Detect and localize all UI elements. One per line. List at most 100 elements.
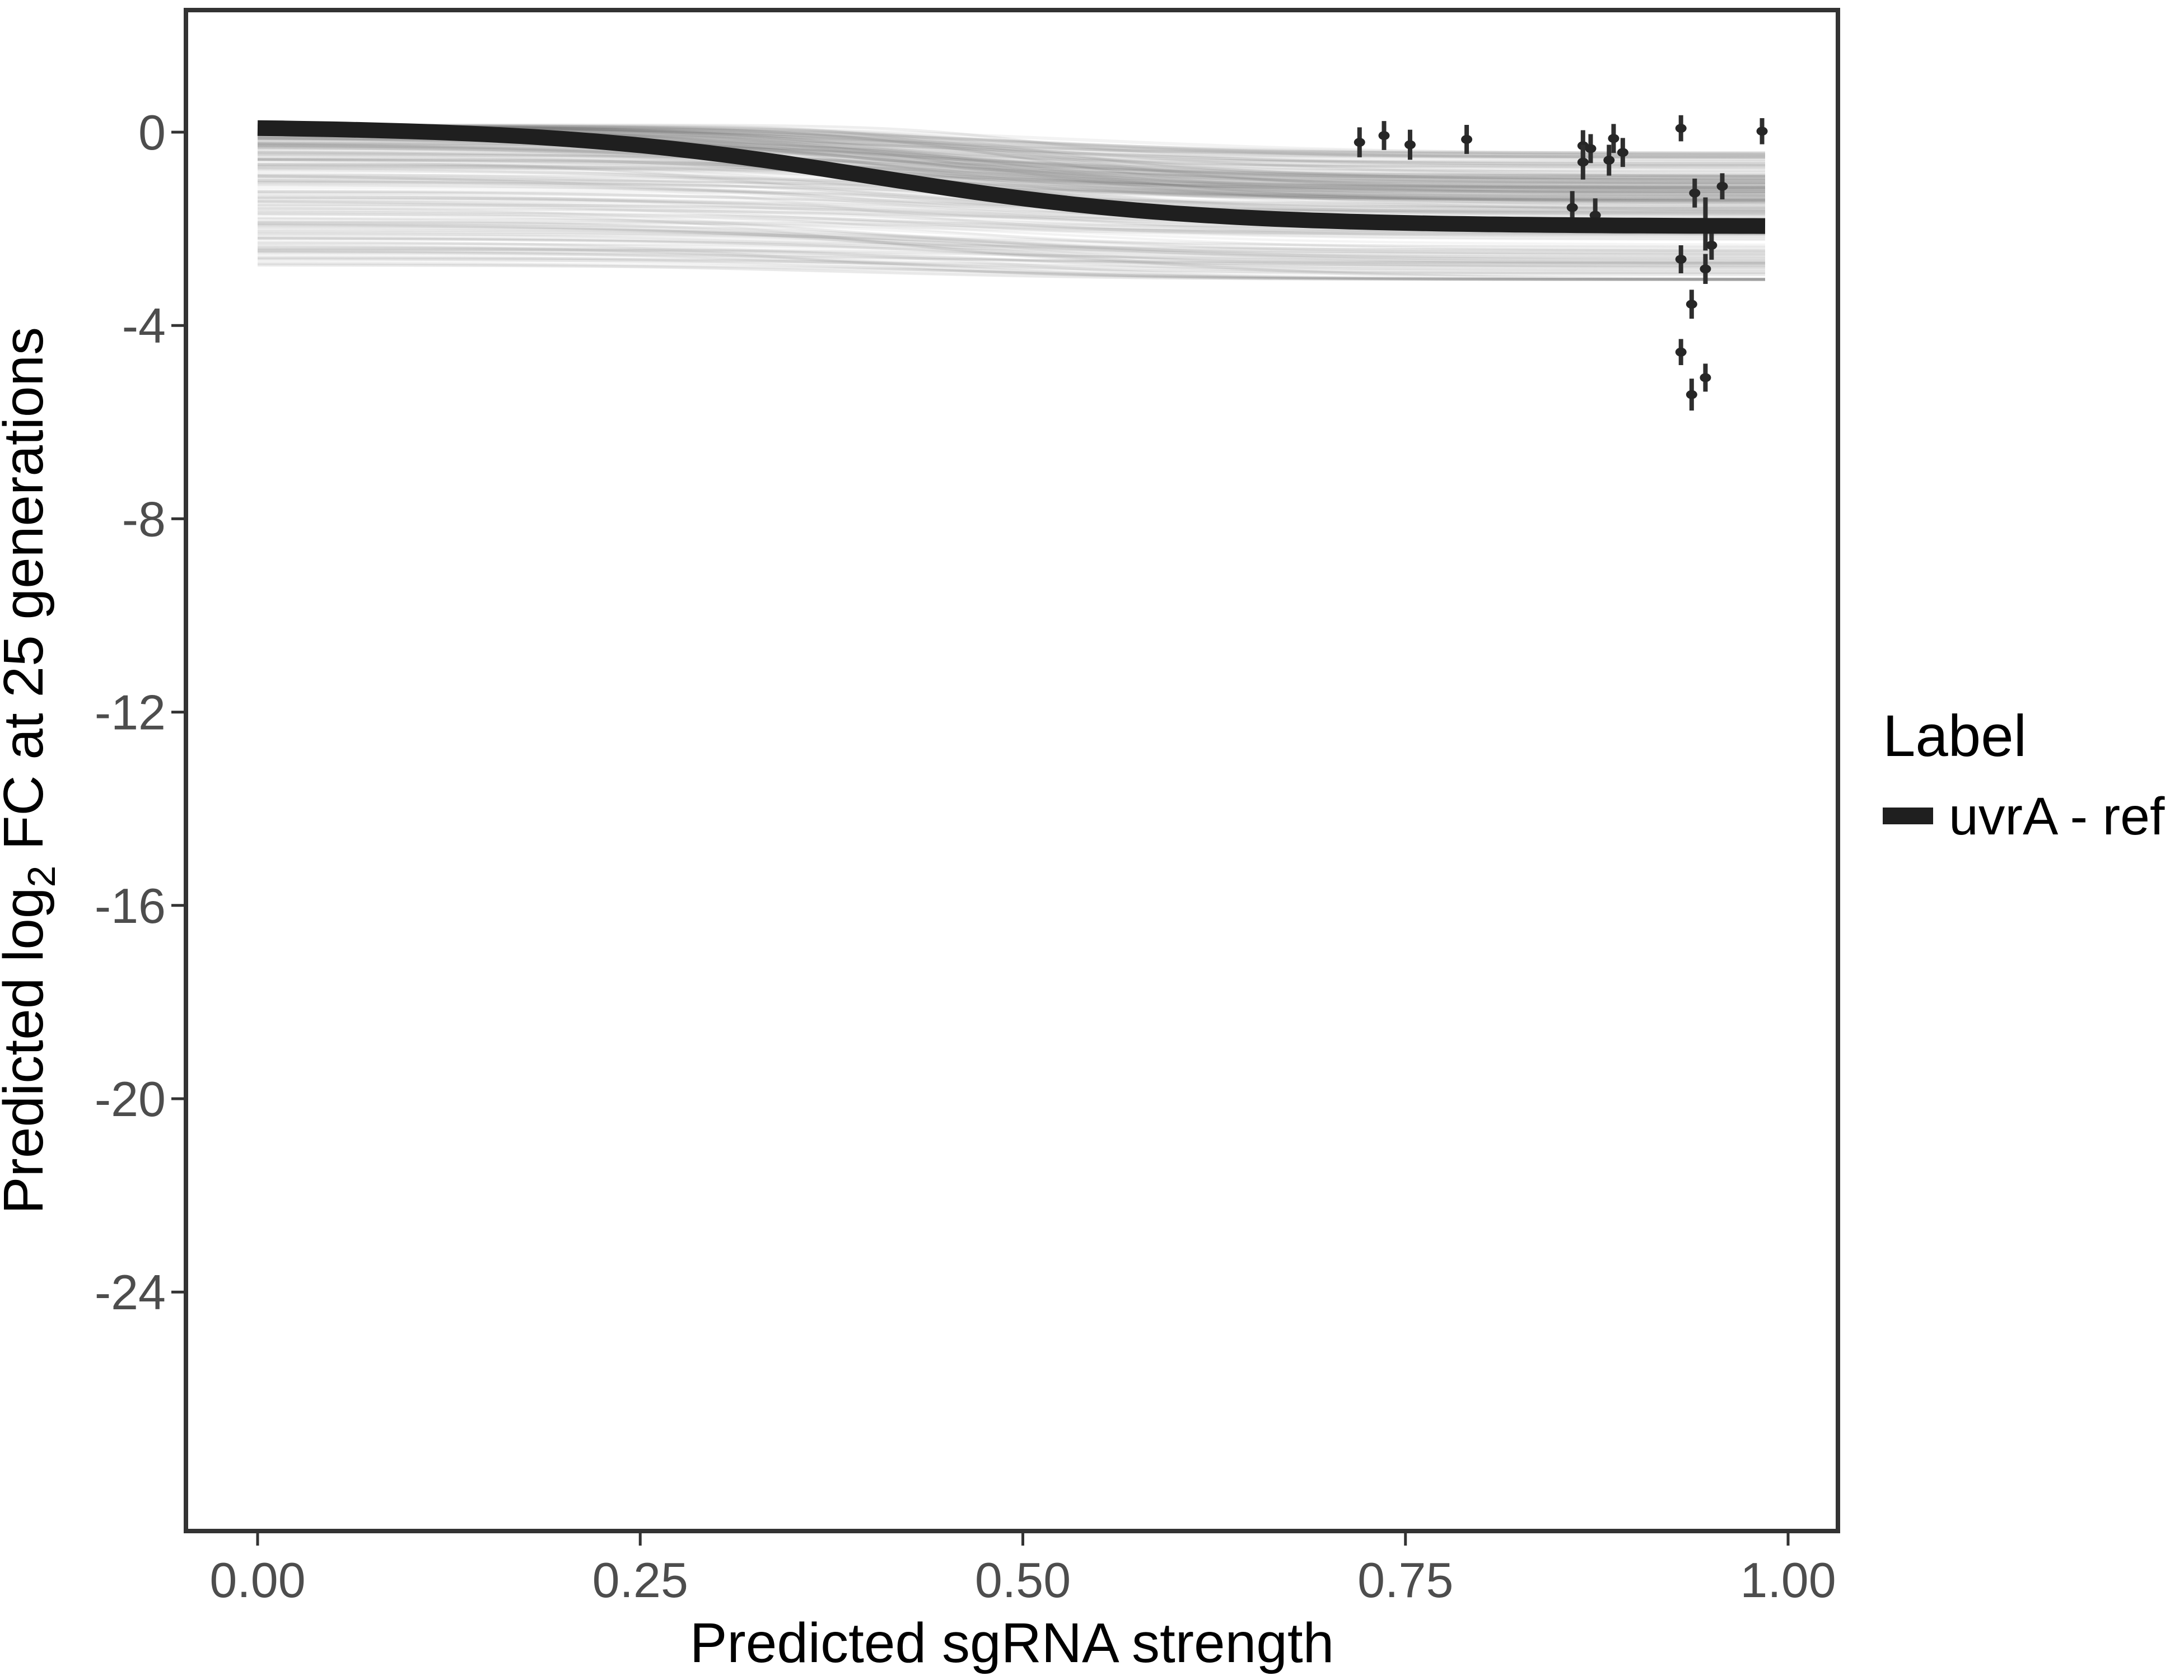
x-axis: Predicted sgRNA strength 0.00 0.25 0.50 0.7… xyxy=(209,1531,1836,1674)
posterior-draw-curve xyxy=(257,190,1765,212)
point-marker xyxy=(1577,157,1589,167)
posterior-draw-curve xyxy=(257,251,1765,272)
y-tick-label: -16 xyxy=(95,878,166,934)
y-tick-label: -4 xyxy=(122,298,166,353)
posterior-draw-curve xyxy=(257,237,1766,280)
posterior-draw-curve xyxy=(257,223,1766,262)
posterior-draw-curve xyxy=(257,232,1765,258)
posterior-draw-curve xyxy=(257,144,1765,193)
posterior-draw-curve xyxy=(258,125,1765,180)
point-marker xyxy=(1686,390,1697,399)
posterior-draw-curve xyxy=(257,158,1766,209)
posterior-draw-curve xyxy=(257,250,1765,281)
posterior-draw-curve xyxy=(257,220,1766,263)
posterior-draw-curve xyxy=(257,148,1766,180)
data-point xyxy=(1700,254,1711,284)
point-marker xyxy=(1585,144,1597,153)
posterior-draw-curve xyxy=(257,200,1766,246)
posterior-draw-curve xyxy=(257,237,1765,254)
posterior-draw-curve xyxy=(257,263,1765,281)
posterior-draw-curve xyxy=(257,158,1766,207)
point-marker xyxy=(1675,254,1687,264)
posterior-draw-curve xyxy=(257,144,1766,212)
posterior-draw-curve xyxy=(257,148,1765,181)
posterior-draw-curve xyxy=(257,158,1766,188)
uvrA-ref-curve-layer xyxy=(257,120,1766,234)
posterior-draw-curve xyxy=(257,237,1765,251)
point-marker xyxy=(1566,203,1578,212)
x-tick-label: 0.25 xyxy=(592,1552,688,1608)
posterior-draw-curve xyxy=(257,141,1765,188)
posterior-draw-curve xyxy=(257,230,1766,281)
posterior-draw-curve xyxy=(258,249,1765,269)
x-tick-label: 0.50 xyxy=(975,1552,1071,1608)
posterior-draw-curve xyxy=(257,163,1766,212)
posterior-draw-curve xyxy=(258,124,1765,190)
posterior-draw-curve xyxy=(257,124,1766,192)
posterior-draw-curve xyxy=(258,213,1765,235)
x-axis-title: Predicted sgRNA strength xyxy=(690,1612,1334,1674)
posterior-draw-curve xyxy=(258,248,1765,274)
posterior-draw-curve xyxy=(258,123,1766,181)
posterior-draw-curve xyxy=(257,258,1765,274)
posterior-draw-curve xyxy=(257,196,1766,239)
posterior-draw-curve xyxy=(258,124,1765,155)
y-axis-title: Predicted log2 FC at 25 generations xyxy=(0,327,63,1214)
posterior-draw-curve xyxy=(257,222,1765,265)
posterior-draw-curve xyxy=(257,124,1765,178)
point-marker xyxy=(1700,264,1711,274)
panel-border xyxy=(184,8,1840,1533)
posterior-draw-curve xyxy=(257,195,1766,238)
data-point xyxy=(1608,124,1620,153)
legend-title: Label xyxy=(1883,703,2027,769)
posterior-draw-curve xyxy=(257,246,1765,282)
posterior-draw-curve xyxy=(258,220,1765,236)
posterior-draw-curve xyxy=(257,125,1766,156)
posterior-draw-curve xyxy=(257,217,1766,259)
posterior-draw-curve xyxy=(258,124,1765,163)
point-marker xyxy=(1354,138,1365,147)
panel-border-layer xyxy=(184,8,1840,1533)
posterior-draw-curve xyxy=(258,232,1765,257)
point-marker xyxy=(1608,134,1620,143)
posterior-draw-curve xyxy=(257,152,1765,191)
posterior-draw-curve xyxy=(257,254,1765,281)
posterior-draw-curve xyxy=(257,150,1766,195)
x-tick-label: 0.00 xyxy=(209,1552,305,1608)
posterior-draw-curve xyxy=(257,216,1766,255)
x-tick-label: 1.00 xyxy=(1740,1552,1836,1608)
posterior-draw-curve xyxy=(258,229,1765,254)
posterior-draw-curve xyxy=(257,144,1766,207)
data-point xyxy=(1461,125,1473,154)
posterior-draw-curve xyxy=(257,136,1766,193)
posterior-draw-curve xyxy=(258,124,1766,166)
y-tick-label: -20 xyxy=(95,1071,166,1127)
data-point xyxy=(1404,129,1416,160)
posterior-draw-curve xyxy=(257,223,1765,248)
point-marker xyxy=(1461,134,1473,144)
posterior-draw-curve xyxy=(257,150,1766,180)
posterior-draw-curve xyxy=(257,224,1765,264)
posterior-draw-curve xyxy=(258,195,1765,217)
point-marker xyxy=(1716,181,1728,191)
x-tick-label: 0.75 xyxy=(1357,1552,1453,1608)
posterior-draw-curve xyxy=(257,212,1766,265)
posterior-draw-curve xyxy=(257,226,1766,264)
posterior-draw-curve xyxy=(258,143,1765,188)
data-point xyxy=(1716,173,1728,199)
posterior-draw-curve xyxy=(257,198,1765,213)
posterior-draw-curve xyxy=(257,142,1765,188)
posterior-draw-curve xyxy=(257,206,1765,256)
posterior-draw-curve xyxy=(258,124,1766,197)
posterior-draw-curve xyxy=(257,143,1766,204)
posterior-draw-curve xyxy=(257,164,1766,203)
y-tick-label: -12 xyxy=(95,685,166,740)
posterior-draw-curve xyxy=(257,241,1765,266)
posterior-draw-curve xyxy=(258,142,1765,186)
posterior-draw-curve xyxy=(257,151,1766,190)
posterior-draw-curve xyxy=(258,179,1765,202)
posterior-draw-curve xyxy=(257,145,1766,203)
posterior-draw-curve xyxy=(257,209,1766,253)
posterior-draw-curve xyxy=(258,264,1765,281)
posterior-draw-curve xyxy=(258,242,1765,272)
